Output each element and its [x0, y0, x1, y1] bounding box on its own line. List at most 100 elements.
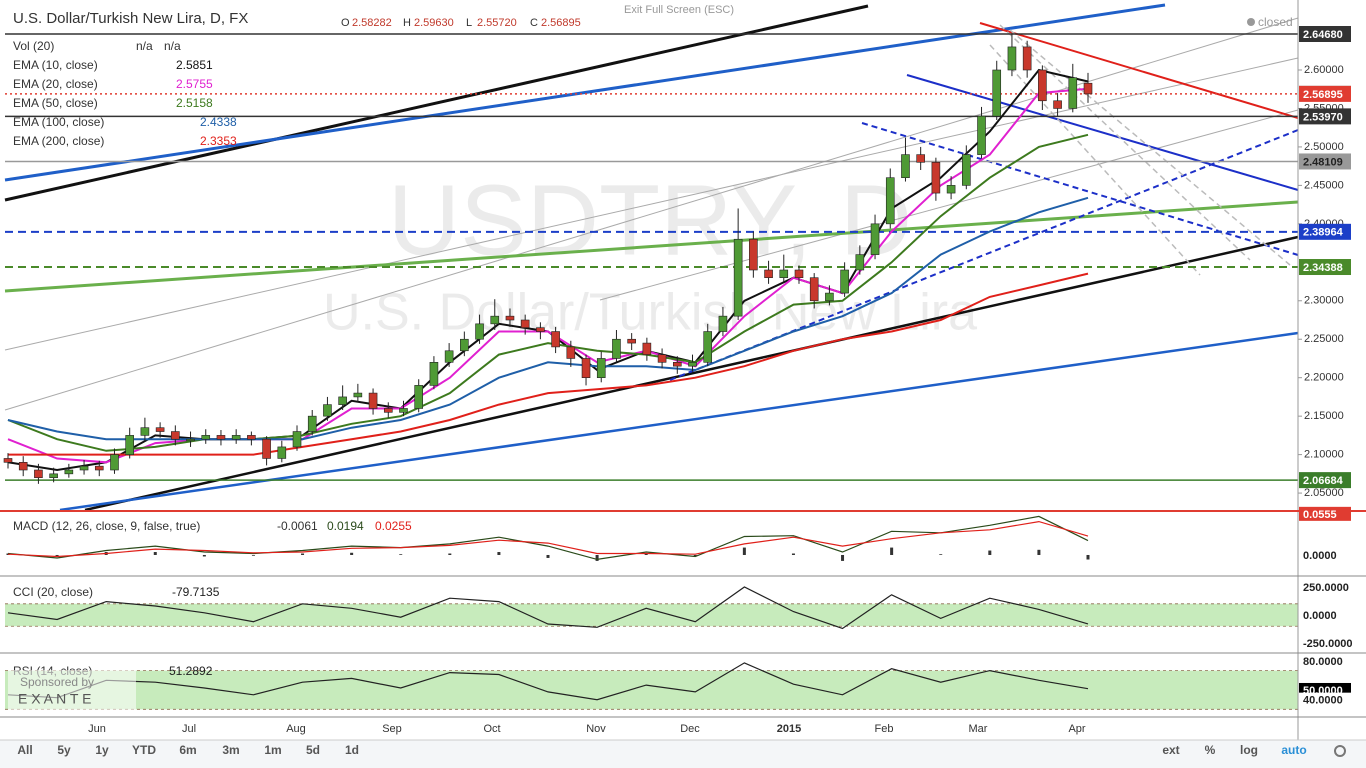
indicator-readout: -0.0061 [277, 519, 318, 533]
candle-body [155, 427, 165, 432]
x-tick-label: Aug [286, 723, 306, 735]
candle-body [764, 269, 773, 278]
candle-body [536, 327, 545, 332]
candle-body [323, 404, 332, 417]
trend-line [999, 24, 1251, 261]
candle-body [338, 396, 347, 405]
range-button[interactable]: 1m [264, 743, 281, 757]
range-button[interactable]: 3m [222, 743, 239, 757]
indicator-label-box [1299, 579, 1351, 594]
legend-readout: 2.5158 [176, 96, 213, 110]
indicator-readout: -79.7135 [172, 585, 220, 599]
indicator-name: MACD (12, 26, close, 9, false, true) [13, 519, 200, 533]
volume-name: Vol (20) [13, 39, 54, 53]
status-dot [1247, 18, 1255, 26]
legend: U.S. Dollar/Turkish New Lira, D, FX clos… [13, 0, 1293, 678]
histogram-bar [55, 554, 59, 557]
trend-line [4, 17, 1299, 411]
indicator-label-box [1299, 547, 1351, 562]
candle-body [581, 358, 591, 378]
candle-body [34, 469, 43, 478]
trend-line [906, 74, 1299, 191]
price-label: 2.48109 [1303, 156, 1343, 168]
range-button[interactable]: 5d [306, 743, 320, 757]
histogram-bar [251, 554, 255, 556]
range-button[interactable]: 1y [95, 743, 109, 757]
candle-body [277, 446, 287, 459]
candle-body [307, 415, 317, 432]
price-label-box [1299, 472, 1351, 489]
price-label: 2.64680 [1303, 29, 1343, 41]
sponsor-box[interactable] [8, 670, 136, 710]
exit-full-screen-label[interactable]: Exit Full Screen (ESC) [624, 4, 734, 16]
candle-body [368, 392, 378, 409]
scale-option[interactable]: ext [1162, 743, 1179, 757]
scale-option[interactable]: % [1205, 743, 1216, 757]
indicator-line [7, 520, 1089, 558]
volume-readout: n/a [136, 39, 153, 53]
range-button[interactable]: 5y [57, 743, 71, 757]
legend-entry: EMA (50, close) [13, 96, 98, 110]
range-button[interactable]: All [17, 743, 32, 757]
sponsor-brand[interactable]: E X A N T E [18, 691, 91, 707]
candle-body [1007, 46, 1017, 71]
ohlc-key: O [341, 17, 350, 29]
legend-entry: EMA (20, close) [13, 77, 98, 91]
x-tick-label: Mar [969, 723, 988, 735]
candle-body [703, 331, 713, 363]
y-tick-label: 2.50000 [1304, 141, 1344, 153]
candle-body [292, 431, 302, 448]
ohlc-value: 2.59630 [414, 17, 454, 29]
candle-body [977, 115, 986, 155]
candle-body [612, 338, 621, 359]
range-button[interactable]: 6m [179, 743, 196, 757]
price-label: 2.38964 [1303, 227, 1344, 239]
legend-entry: EMA (200, close) [13, 134, 104, 148]
scale-option[interactable]: log [1240, 743, 1258, 757]
candle-body [171, 431, 180, 440]
candle-body [505, 315, 515, 321]
histogram-bar [595, 554, 599, 561]
candle-body [870, 223, 880, 255]
range-button[interactable]: YTD [132, 743, 156, 757]
histogram-bar [448, 553, 452, 555]
settings-icon[interactable] [1334, 745, 1346, 757]
legend-readout: 2.5755 [176, 77, 213, 91]
candle-body [460, 338, 469, 352]
candle-body [247, 435, 256, 440]
price-label-box [1299, 259, 1351, 276]
histogram-bar [791, 553, 795, 555]
y-tick-label: 2.30000 [1304, 295, 1344, 307]
candle-body [79, 465, 89, 471]
candle-body [110, 454, 119, 471]
scale-option[interactable]: auto [1281, 743, 1306, 757]
range-button[interactable]: 1d [345, 743, 359, 757]
indicator-tick-label: 250.0000 [1303, 582, 1349, 594]
price-label: 2.34388 [1303, 262, 1343, 274]
candle-body [825, 292, 834, 302]
histogram-bar [399, 554, 403, 555]
indicator-tick-label: 80.0000 [1303, 656, 1343, 668]
y-tick-label: 2.60000 [1304, 64, 1344, 76]
candle-body [1053, 100, 1062, 109]
histogram-bar [939, 554, 943, 555]
sponsor[interactable]: Sponsored by E X A N T E [8, 670, 136, 710]
candle-body [444, 350, 454, 363]
exit-full-screen[interactable] [618, 0, 740, 18]
candle-body [201, 435, 211, 440]
ohlc-key: C [530, 17, 538, 29]
histogram-bar [644, 553, 648, 555]
candle-body [627, 338, 636, 344]
indicator-tick-label: -250.0000 [1303, 638, 1353, 650]
x-tick-label: Oct [483, 723, 500, 735]
histogram-bar [350, 552, 354, 555]
price-label-box [1299, 85, 1351, 102]
plot [3, 33, 1298, 710]
candle-body [475, 323, 484, 340]
indicator-label-box [1299, 608, 1351, 623]
candle-body [946, 185, 956, 194]
candle-body [1038, 69, 1047, 102]
histogram-bar [546, 554, 550, 558]
sponsor-caption[interactable]: Sponsored by [20, 675, 94, 689]
